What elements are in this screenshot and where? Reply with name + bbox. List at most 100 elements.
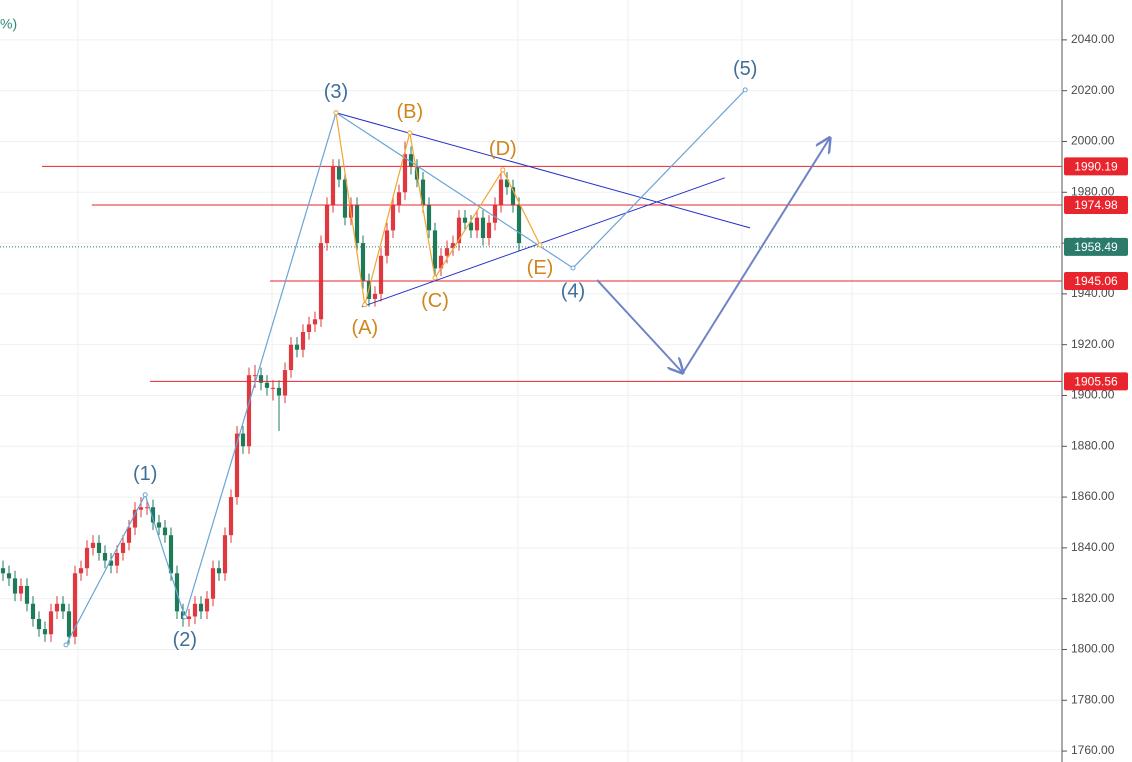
y-tick-label: 1880.00 xyxy=(1071,438,1115,452)
candle-body xyxy=(360,243,366,282)
candle-body xyxy=(96,542,102,553)
candle-body xyxy=(198,603,204,612)
wave-point xyxy=(362,302,368,308)
candle-body xyxy=(216,568,222,574)
candle-body xyxy=(180,611,186,619)
candle-body xyxy=(408,154,414,167)
wave-label: (A) xyxy=(351,317,378,339)
y-tick-label: 1840.00 xyxy=(1071,540,1115,554)
candle-body xyxy=(90,542,96,548)
wave-label: (4) xyxy=(561,280,585,302)
y-tick-label: 1900.00 xyxy=(1071,388,1115,402)
y-tick-label: 1760.00 xyxy=(1071,743,1115,757)
wave-label: (D) xyxy=(489,138,517,160)
candle-body xyxy=(432,230,438,269)
candle-body xyxy=(270,387,276,389)
candle-body xyxy=(240,433,246,447)
y-tick-label: 1780.00 xyxy=(1071,692,1115,706)
candle-body xyxy=(144,507,150,509)
wave-line xyxy=(335,112,541,305)
candle-body xyxy=(246,375,252,447)
candle-body xyxy=(186,616,192,619)
candle-body xyxy=(228,497,234,536)
candle-body xyxy=(444,248,450,256)
candle-body xyxy=(378,255,384,294)
candle-body xyxy=(282,370,288,396)
price-tag-label: 1905.56 xyxy=(1074,375,1118,389)
candle-body xyxy=(354,204,360,244)
wave-label: (2) xyxy=(173,629,197,651)
candle-body xyxy=(42,629,48,635)
candle-body xyxy=(372,293,378,299)
wave-point xyxy=(142,492,148,498)
candle-body xyxy=(480,217,486,238)
candle-body xyxy=(300,331,306,350)
y-tick-label: 2000.00 xyxy=(1071,134,1115,148)
candle-body xyxy=(276,387,282,396)
candle-body xyxy=(468,222,474,231)
candle-body xyxy=(234,433,240,498)
candle-body xyxy=(504,179,510,188)
candle-body xyxy=(420,179,426,205)
candle-body xyxy=(60,603,66,612)
candle-body xyxy=(162,527,168,536)
candle-body xyxy=(72,573,78,637)
wave-label: (3) xyxy=(324,81,348,103)
candle-body xyxy=(252,375,258,377)
candle-body xyxy=(150,507,156,523)
candle-body xyxy=(120,542,126,553)
candle-body xyxy=(516,204,522,244)
y-tick-label: 2040.00 xyxy=(1071,32,1115,46)
candle-body xyxy=(384,230,390,256)
candle-body xyxy=(306,324,312,332)
candle-body xyxy=(54,603,60,612)
price-tag xyxy=(1064,237,1128,256)
wave-point xyxy=(537,242,543,248)
candle-body xyxy=(450,243,456,249)
candle-body xyxy=(138,507,144,510)
candle-body xyxy=(336,166,342,180)
candle-body xyxy=(390,204,396,231)
candle-body xyxy=(192,603,198,617)
candle-body xyxy=(12,578,18,594)
candle-body xyxy=(66,611,72,637)
candle-body xyxy=(48,611,54,635)
candle-body xyxy=(204,598,210,612)
candle-body xyxy=(486,222,492,238)
candle-body xyxy=(510,187,516,205)
candle-body xyxy=(492,204,498,223)
wave-point xyxy=(742,87,748,93)
y-tick-label: 2020.00 xyxy=(1071,83,1115,97)
wave-label: (5) xyxy=(733,58,757,80)
price-tag xyxy=(1064,157,1128,176)
wave-label: (C) xyxy=(421,290,449,312)
wave-point xyxy=(500,167,506,173)
candle-body xyxy=(0,568,6,574)
candle-body xyxy=(402,154,408,193)
price-tag-label: 1974.98 xyxy=(1074,198,1118,212)
candle-body xyxy=(456,217,462,244)
candle-body xyxy=(474,217,480,231)
candle-body xyxy=(6,573,12,579)
candle-body xyxy=(108,560,114,566)
arrow xyxy=(681,138,830,374)
candle-body xyxy=(78,568,84,574)
candle-body xyxy=(18,585,24,594)
wave-label: (1) xyxy=(133,463,157,485)
price-tag xyxy=(1064,272,1128,291)
candle-body xyxy=(288,344,294,371)
candle-body xyxy=(36,618,42,630)
y-tick-label: 1920.00 xyxy=(1071,337,1115,351)
candle-body xyxy=(24,585,30,604)
wave-label: (B) xyxy=(396,101,423,123)
candle-body xyxy=(330,166,336,205)
wave-point xyxy=(570,265,576,271)
candle-body xyxy=(222,535,228,574)
candle-body xyxy=(426,204,432,231)
price-tag xyxy=(1064,196,1128,215)
y-tick-label: 1820.00 xyxy=(1071,591,1115,605)
candle-body xyxy=(258,375,264,383)
y-tick-label: 1800.00 xyxy=(1071,642,1115,656)
candle-body xyxy=(30,603,36,619)
